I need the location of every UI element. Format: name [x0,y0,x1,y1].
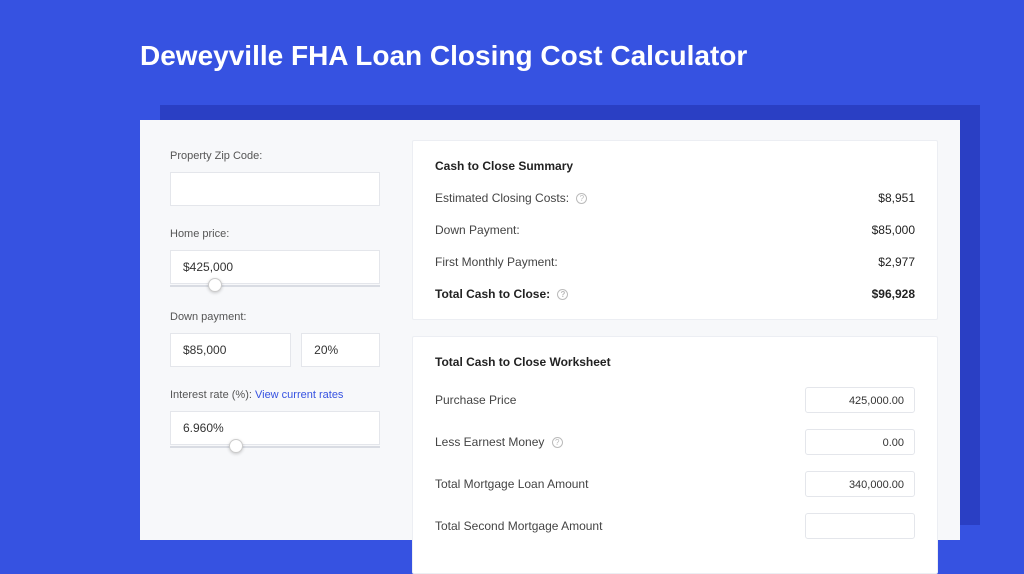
summary-row-label: Down Payment: [435,223,520,237]
label-text: Total Cash to Close: [435,287,550,301]
home-price-input[interactable] [170,250,380,284]
interest-slider[interactable] [170,444,380,450]
slider-thumb[interactable] [208,278,222,292]
worksheet-row-value[interactable]: 340,000.00 [805,471,915,497]
summary-row-value: $85,000 [872,223,915,237]
summary-row-label: First Monthly Payment: [435,255,558,269]
worksheet-title: Total Cash to Close Worksheet [435,355,915,369]
field-interest-rate: Interest rate (%): View current rates [170,389,380,450]
zip-label: Property Zip Code: [170,150,380,162]
field-home-price: Home price: [170,228,380,289]
label-text: Less Earnest Money [435,435,544,449]
summary-row-value: $2,977 [878,255,915,269]
summary-row-value: $8,951 [878,191,915,205]
home-price-slider[interactable] [170,283,380,289]
worksheet-row-value[interactable]: 425,000.00 [805,387,915,413]
down-payment-input[interactable] [170,333,291,367]
view-rates-link[interactable]: View current rates [255,389,343,401]
worksheet-row-label: Purchase Price [435,393,516,407]
field-down-payment: Down payment: [170,311,380,367]
summary-row-value: $96,928 [872,287,915,301]
calculator-card: Property Zip Code: Home price: Down paym… [140,120,960,540]
summary-row-label: Total Cash to Close: ? [435,287,568,301]
label-text: Estimated Closing Costs: [435,191,569,205]
down-payment-pct-input[interactable] [301,333,380,367]
form-panel: Property Zip Code: Home price: Down paym… [140,120,400,540]
summary-row-label: Estimated Closing Costs: ? [435,191,587,205]
worksheet-row-value[interactable] [805,513,915,539]
field-zip: Property Zip Code: [170,150,380,206]
worksheet-row: Less Earnest Money ? 0.00 [435,429,915,455]
down-payment-label: Down payment: [170,311,380,323]
worksheet-row-label: Total Mortgage Loan Amount [435,477,588,491]
help-icon[interactable]: ? [552,437,563,448]
help-icon[interactable]: ? [576,193,587,204]
summary-row: First Monthly Payment: $2,977 [435,255,915,269]
worksheet-row: Total Mortgage Loan Amount 340,000.00 [435,471,915,497]
summary-row: Down Payment: $85,000 [435,223,915,237]
home-price-label: Home price: [170,228,380,240]
slider-thumb[interactable] [229,439,243,453]
results-panel: Cash to Close Summary Estimated Closing … [400,120,960,540]
slider-track [170,285,380,287]
interest-input[interactable] [170,411,380,445]
worksheet-row-label: Less Earnest Money ? [435,435,563,449]
worksheet-row-label: Total Second Mortgage Amount [435,519,602,533]
page-title: Deweyville FHA Loan Closing Cost Calcula… [0,0,1024,72]
summary-title: Cash to Close Summary [435,159,915,173]
zip-input[interactable] [170,172,380,206]
summary-card: Cash to Close Summary Estimated Closing … [412,140,938,320]
worksheet-row: Purchase Price 425,000.00 [435,387,915,413]
interest-label-text: Interest rate (%): [170,389,255,401]
summary-row-total: Total Cash to Close: ? $96,928 [435,287,915,301]
worksheet-card: Total Cash to Close Worksheet Purchase P… [412,336,938,574]
worksheet-row-value[interactable]: 0.00 [805,429,915,455]
worksheet-row: Total Second Mortgage Amount [435,513,915,539]
slider-track [170,446,380,448]
summary-row: Estimated Closing Costs: ? $8,951 [435,191,915,205]
interest-label: Interest rate (%): View current rates [170,389,380,401]
help-icon[interactable]: ? [557,289,568,300]
